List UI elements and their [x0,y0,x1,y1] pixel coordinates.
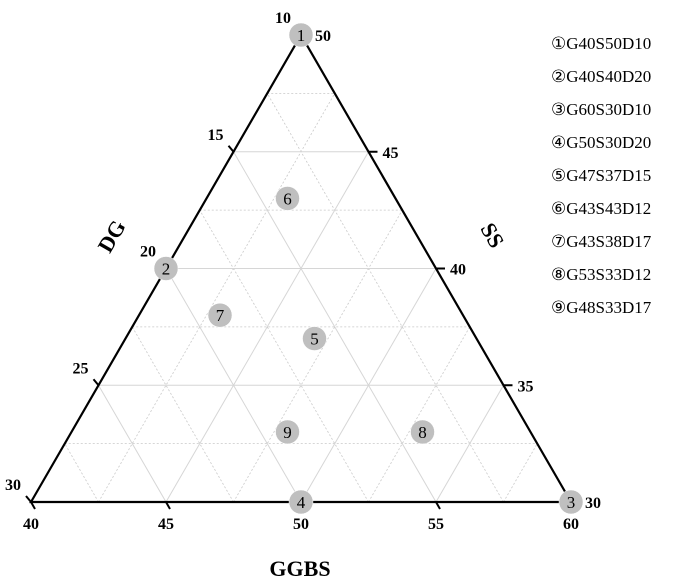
grid-line [199,209,369,503]
grid-line [98,93,336,503]
right-tick-label: 35 [518,378,534,395]
data-point: 1 [288,22,314,48]
grid-line [368,326,471,503]
bottom-tick-label: 55 [428,516,444,533]
right-tick-label: 50 [315,28,331,45]
bottom-tick-mark [30,501,36,510]
grid-line [503,443,538,503]
left-tick-mark [227,145,235,153]
legend-entry: ⑨G48S33D17 [551,298,652,317]
data-point: 5 [302,326,327,351]
legend-entry: ⑦G43S38D17 [551,232,652,251]
data-point-label: 4 [297,493,306,512]
legend-entry: ③G60S30D10 [551,100,651,119]
grid-line [165,151,369,503]
grid-line [165,268,302,503]
legend-entry: ⑤G47S37D15 [551,166,651,185]
legend-entry: ①G40S50D10 [551,34,651,53]
left-tick-label: 10 [275,10,291,27]
right-tick-label: 40 [450,262,466,279]
grid-line [266,93,504,503]
legend-entry: ④G50S30D20 [551,133,651,152]
data-point: 9 [275,419,300,445]
grid-line [300,268,437,503]
data-point-label: 3 [567,493,576,512]
bottom-tick-label: 50 [293,516,309,533]
left-tick-label: 15 [208,127,224,144]
grid-line [98,384,167,503]
grid-lines [64,92,538,503]
data-point-marker [207,302,233,328]
legend-entry: ②G40S40D20 [551,67,651,86]
data-point-marker [288,489,314,515]
data-point-label: 1 [297,26,306,45]
bottom-tick-mark [435,501,441,510]
data-point-label: 8 [418,423,427,442]
left-tick-label: 25 [73,360,89,377]
grid-line [233,151,437,503]
left-tick-label: 20 [140,244,156,261]
bottom-tick-mark [165,501,171,510]
data-point: 2 [153,256,179,281]
bottom-axis-title: GGBS [269,556,330,580]
grid-line [64,443,99,503]
left-tick-mark [92,378,100,386]
data-point: 4 [288,489,314,515]
data-point-label: 6 [283,189,292,208]
grid-line [233,209,403,503]
left-tick-label: 30 [5,477,21,494]
data-point-label: 5 [310,330,319,349]
data-point-label: 7 [216,306,225,325]
grid-line [131,326,234,503]
data-point-marker [410,419,435,445]
data-point-marker [275,419,300,445]
grid-line [435,384,504,503]
data-point-marker [302,326,327,351]
data-point-marker [275,186,300,211]
right-axis-title: SS [476,218,510,252]
data-point: 3 [558,489,584,515]
legend: ①G40S50D10 ②G40S40D20 ③G60S30D10 ④G50S30D20… [551,34,652,317]
bottom-tick-label: 60 [563,516,579,533]
data-point-marker [153,256,179,281]
data-point-label: 9 [283,423,292,442]
legend-entry: ⑥G43S43D12 [551,199,651,218]
data-point-marker [288,22,314,48]
right-tick-label: 45 [383,145,399,162]
data-point-label: 2 [162,260,171,279]
data-point: 6 [275,186,300,211]
right-tick-label: 30 [585,495,601,512]
legend-entry: ⑧G53S33D12 [551,265,651,284]
left-axis-title: DG [92,216,130,257]
bottom-tick-label: 40 [23,516,39,533]
data-point-marker [558,489,584,515]
bottom-tick-label: 45 [158,516,174,533]
data-point: 8 [410,419,435,445]
data-point: 7 [207,302,233,328]
left-tick-mark [25,495,32,503]
